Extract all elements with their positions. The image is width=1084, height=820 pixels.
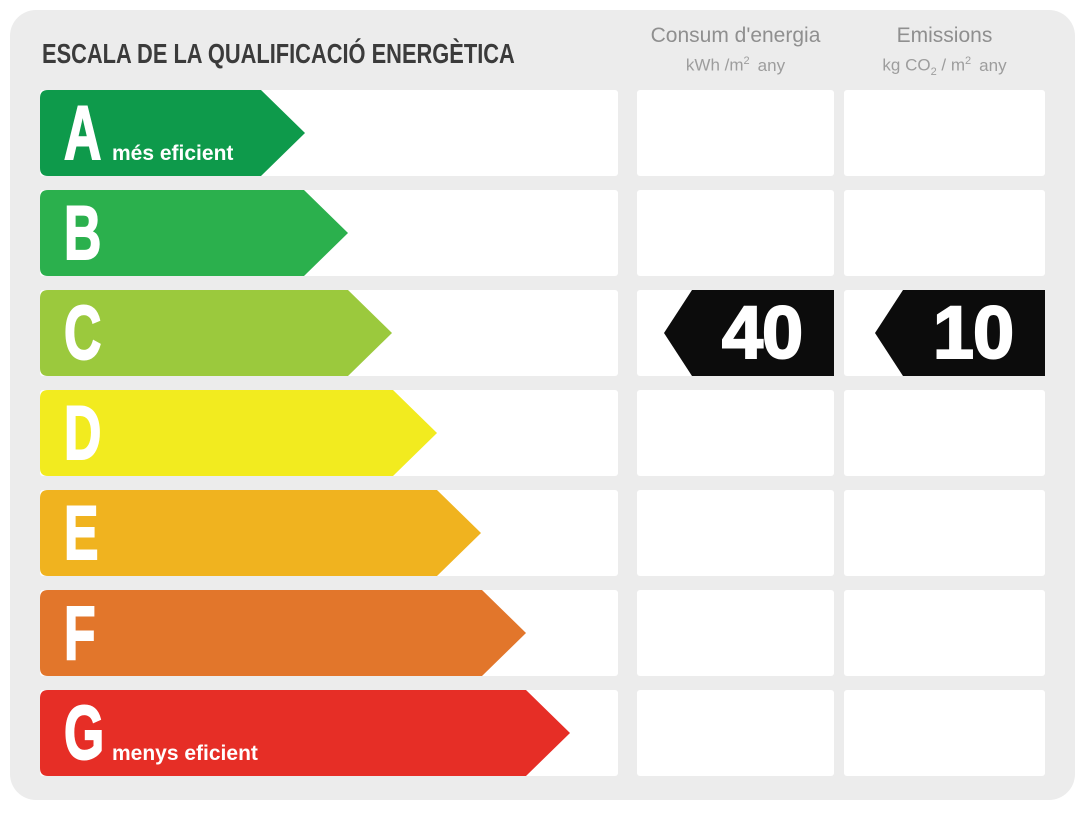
rating-bar-track: F — [40, 590, 618, 677]
rating-arrow-bar: C — [40, 290, 392, 377]
rating-note: menys eficient — [112, 742, 258, 765]
energy-label-panel: ESCALA DE LA QUALIFICACIÓ ENERGÈTICA Con… — [10, 10, 1075, 800]
emissions-cell — [844, 690, 1045, 776]
consumption-cell — [637, 490, 834, 576]
emissions-unit-suffix: any — [979, 55, 1007, 75]
rating-arrow-bar: D — [40, 390, 437, 477]
consumption-cell: 40 — [637, 290, 834, 376]
rating-row-d: D — [10, 390, 1075, 477]
rating-arrow-shape — [40, 190, 348, 276]
emissions-unit-subscript: 2 — [930, 66, 937, 79]
consumption-unit-prefix: kWh /m — [685, 55, 744, 75]
consumption-header-label: Consum d'energia — [650, 24, 821, 47]
rating-bar-track: D — [40, 390, 618, 477]
rating-letter-d: D — [63, 390, 102, 477]
rating-note: més eficient — [112, 142, 234, 165]
rating-letter-g: G — [63, 690, 105, 777]
rating-letter-c: C — [63, 290, 102, 377]
rating-arrow-shape — [40, 690, 570, 776]
ratings-rows: A més eficient B C 40 10 — [10, 90, 1075, 790]
rating-arrow-shape — [40, 490, 481, 576]
rating-bar-track: C — [40, 290, 618, 377]
emissions-cell — [844, 90, 1045, 176]
rating-arrow-shape — [40, 390, 437, 476]
rating-letter-e: E — [63, 490, 99, 577]
rating-arrow-shape — [40, 590, 526, 676]
emissions-unit-mid: / m — [936, 55, 966, 75]
rating-row-g: G menys eficient — [10, 690, 1075, 777]
consumption-badge-value: 40 — [721, 290, 804, 375]
rating-arrow-shape — [40, 290, 392, 376]
rating-bar-track: A més eficient — [40, 90, 618, 177]
emissions-cell — [844, 590, 1045, 676]
rating-arrow-bar: G menys eficient — [40, 690, 570, 777]
rating-arrow-bar: B — [40, 190, 348, 277]
rating-bar-track: G menys eficient — [40, 690, 618, 777]
rating-letter-f: F — [63, 590, 96, 677]
consumption-cell — [637, 590, 834, 676]
page-title-text: ESCALA DE LA QUALIFICACIÓ ENERGÈTICA — [42, 38, 515, 69]
rating-letter-a: A — [63, 90, 102, 177]
emissions-unit-superscript: 2 — [965, 55, 972, 67]
rating-letter-b: B — [63, 190, 102, 277]
emissions-badge-value: 10 — [932, 290, 1015, 375]
emissions-badge: 10 — [875, 290, 1045, 376]
emissions-header-unit: kg CO2 / m2 any — [844, 55, 1045, 78]
emissions-header-label: Emissions — [896, 24, 993, 47]
rating-bar-track: B — [40, 190, 618, 277]
consumption-badge: 40 — [664, 290, 834, 376]
consumption-column-header: Consum d'energia kWh /m2 any — [637, 24, 834, 76]
emissions-cell: 10 — [844, 290, 1045, 376]
consumption-header-unit: kWh /m2 any — [637, 55, 834, 76]
rating-row-e: E — [10, 490, 1075, 577]
consumption-cell — [637, 190, 834, 276]
consumption-cell — [637, 690, 834, 776]
emissions-unit-prefix: kg CO — [882, 55, 931, 75]
rating-bar-track: E — [40, 490, 618, 577]
rating-arrow-bar: A més eficient — [40, 90, 305, 177]
consumption-unit-suffix: any — [757, 55, 786, 75]
consumption-cell — [637, 90, 834, 176]
consumption-cell — [637, 390, 834, 476]
rating-row-b: B — [10, 190, 1075, 277]
emissions-cell — [844, 190, 1045, 276]
emissions-column-header: Emissions kg CO2 / m2 any — [844, 24, 1045, 78]
consumption-unit-superscript: 2 — [743, 55, 750, 67]
rating-row-a: A més eficient — [10, 90, 1075, 177]
emissions-cell — [844, 490, 1045, 576]
page-title: ESCALA DE LA QUALIFICACIÓ ENERGÈTICA — [42, 38, 648, 70]
rating-row-f: F — [10, 590, 1075, 677]
rating-row-c: C 40 10 — [10, 290, 1075, 377]
emissions-cell — [844, 390, 1045, 476]
rating-arrow-bar: F — [40, 590, 526, 677]
rating-arrow-shape — [40, 90, 305, 176]
rating-arrow-bar: E — [40, 490, 481, 577]
